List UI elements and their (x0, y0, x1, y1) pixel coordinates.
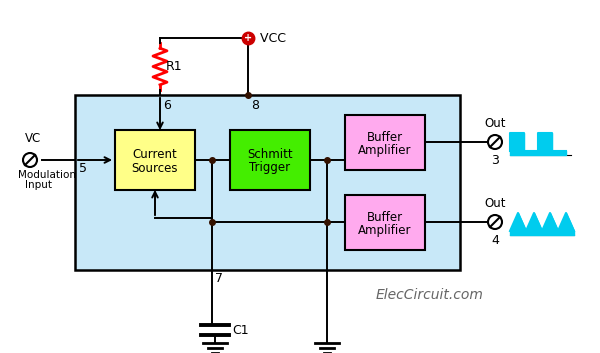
FancyBboxPatch shape (230, 130, 310, 190)
Text: Input: Input (25, 180, 52, 190)
Text: Out: Out (484, 197, 506, 210)
Text: Amplifier: Amplifier (358, 144, 412, 157)
Text: Trigger: Trigger (250, 162, 290, 174)
Text: Sources: Sources (132, 162, 178, 174)
Text: Current: Current (133, 149, 178, 162)
FancyBboxPatch shape (75, 95, 460, 270)
FancyBboxPatch shape (345, 115, 425, 170)
Text: 7: 7 (215, 272, 223, 285)
Text: VCC: VCC (256, 31, 286, 44)
Text: 3: 3 (491, 154, 499, 167)
Text: VC: VC (25, 132, 41, 145)
Text: R1: R1 (166, 60, 182, 73)
Text: Modulation: Modulation (18, 170, 76, 180)
Text: Amplifier: Amplifier (358, 224, 412, 237)
Text: Out: Out (484, 117, 506, 130)
Text: Buffer: Buffer (367, 131, 403, 144)
Text: C1: C1 (232, 323, 248, 336)
Text: Schmitt: Schmitt (247, 149, 293, 162)
Text: 5: 5 (79, 162, 87, 175)
FancyBboxPatch shape (345, 195, 425, 250)
Text: 4: 4 (491, 234, 499, 247)
Text: 8: 8 (251, 99, 259, 112)
Text: Buffer: Buffer (367, 211, 403, 224)
Text: 6: 6 (163, 99, 171, 112)
FancyBboxPatch shape (115, 130, 195, 190)
Text: ElecCircuit.com: ElecCircuit.com (376, 288, 484, 302)
Text: +: + (244, 33, 252, 43)
